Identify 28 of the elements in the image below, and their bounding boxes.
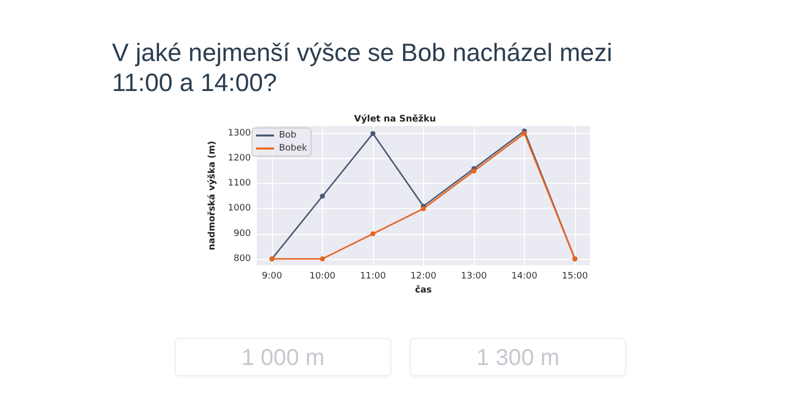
point [522, 131, 527, 136]
x-tick-label: 15:00 [562, 272, 588, 282]
legend-label: Bob [279, 130, 297, 140]
x-tick-label: 12:00 [410, 272, 437, 282]
y-tick-label: 1100 [228, 178, 252, 189]
y-tick-label: 800 [234, 254, 252, 264]
point [320, 256, 325, 262]
x-axis-title: čas [415, 284, 432, 296]
x-tick-label: 10:00 [309, 272, 336, 282]
point [471, 168, 476, 174]
point [320, 194, 325, 199]
x-tick-label: 9:00 [262, 272, 282, 282]
y-tick-label: 1000 [228, 204, 252, 214]
y-axis-title: nadmořská výška (m) [206, 140, 218, 250]
y-tick-label: 900 [234, 228, 252, 239]
text: 1 000 m [175, 338, 391, 376]
y-tick-label: 1200 [228, 154, 252, 164]
legend-label: Bobek [279, 144, 308, 154]
x-tick-label: 14:00 [511, 272, 538, 282]
x-tick-label: 13:00 [460, 272, 488, 282]
point [420, 206, 426, 212]
y-tick-label: 1300 [228, 128, 252, 139]
chart-subtitle: Výlet na Sněžku [354, 114, 436, 124]
chart-title: V jaké nejmenší výšce se Bob nacházel mezi 11:00 a 14:00? [112, 38, 614, 98]
point [370, 231, 376, 236]
point [370, 131, 376, 136]
text: 1 300 m [410, 338, 626, 376]
x-tick-label: 11:00 [360, 272, 386, 282]
